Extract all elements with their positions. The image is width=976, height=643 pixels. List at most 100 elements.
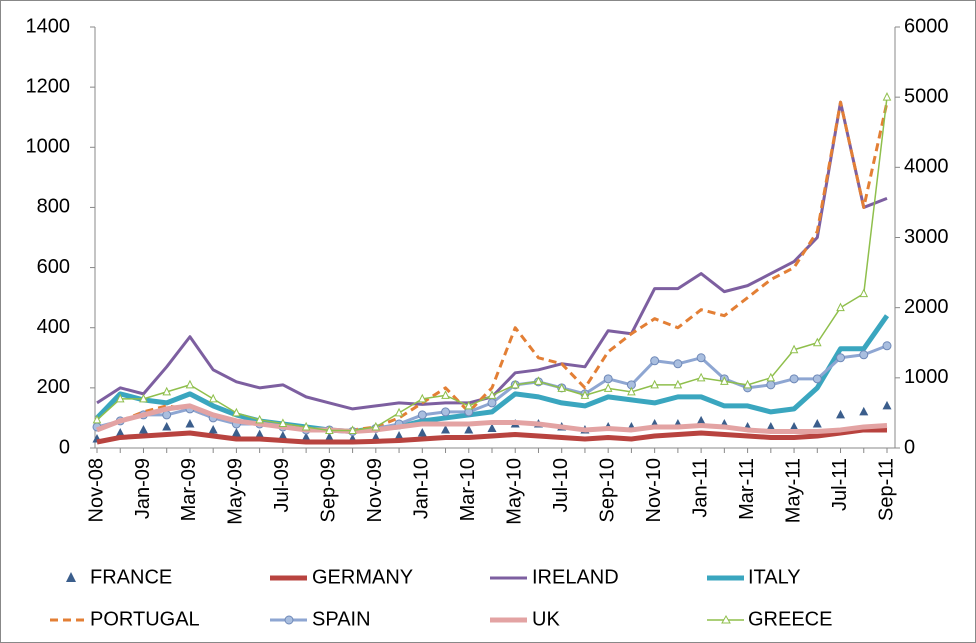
point bbox=[115, 427, 125, 437]
point bbox=[673, 359, 683, 369]
point bbox=[557, 383, 567, 392]
y2-tick-label: 0 bbox=[904, 436, 915, 458]
legend-label: PORTUGAL bbox=[90, 608, 200, 630]
y2-tick-label: 5000 bbox=[904, 85, 949, 107]
y2-tick-label: 3000 bbox=[904, 226, 949, 248]
point bbox=[394, 430, 404, 440]
point bbox=[464, 400, 474, 410]
legend-marker bbox=[284, 615, 294, 625]
point bbox=[441, 424, 451, 434]
legend-label: GREECE bbox=[748, 608, 832, 630]
legend-item: IRELAND bbox=[490, 566, 619, 588]
point bbox=[789, 344, 799, 354]
point bbox=[836, 302, 845, 312]
legend-label: GERMANY bbox=[312, 566, 413, 588]
point bbox=[696, 415, 706, 425]
point bbox=[836, 409, 846, 419]
x-tick-label: May-10 bbox=[504, 458, 526, 525]
legend-item: SPAIN bbox=[270, 608, 371, 630]
y-tick-label: 1000 bbox=[26, 136, 71, 158]
point bbox=[882, 341, 892, 351]
legend-marker bbox=[66, 572, 76, 582]
point bbox=[812, 374, 822, 384]
point bbox=[208, 393, 218, 403]
x-tick-label: Nov-09 bbox=[364, 458, 386, 522]
point bbox=[673, 379, 683, 389]
point bbox=[696, 372, 706, 382]
legend-label: ITALY bbox=[748, 566, 801, 588]
point bbox=[115, 393, 125, 403]
series bbox=[92, 92, 892, 434]
legend-marker bbox=[721, 614, 731, 624]
point bbox=[627, 386, 636, 396]
legend-item: GREECE bbox=[707, 608, 832, 630]
point bbox=[417, 410, 427, 420]
point bbox=[139, 393, 148, 403]
point bbox=[232, 407, 241, 417]
point bbox=[766, 372, 776, 382]
point bbox=[580, 390, 590, 399]
y-tick-label: 200 bbox=[37, 376, 70, 398]
x-tick-label: Sep-09 bbox=[318, 458, 340, 523]
point bbox=[766, 380, 776, 390]
x-tick-label: Mar-11 bbox=[736, 458, 758, 520]
legend-item: PORTUGAL bbox=[50, 608, 200, 630]
series-line bbox=[96, 427, 887, 445]
point bbox=[650, 379, 659, 389]
x-tick-label: Mar-10 bbox=[457, 458, 479, 521]
x-tick-label: May-09 bbox=[225, 458, 247, 525]
y2-tick-label: 4000 bbox=[904, 156, 949, 178]
point bbox=[534, 376, 543, 385]
point bbox=[743, 379, 752, 389]
point bbox=[766, 421, 776, 431]
x-tick-label: Nov-10 bbox=[643, 458, 665, 522]
point bbox=[394, 407, 404, 417]
point bbox=[789, 374, 799, 384]
x-tick-label: Jan-09 bbox=[132, 458, 154, 519]
series bbox=[96, 427, 887, 445]
point bbox=[278, 430, 288, 440]
point bbox=[417, 393, 427, 403]
series-line bbox=[95, 314, 890, 434]
point bbox=[208, 424, 218, 434]
point bbox=[882, 400, 892, 410]
y-tick-label: 400 bbox=[37, 316, 70, 338]
point bbox=[162, 421, 172, 431]
point bbox=[836, 353, 846, 363]
point bbox=[603, 383, 613, 392]
x-tick-label: Jan-10 bbox=[411, 458, 433, 519]
point bbox=[231, 427, 241, 437]
point bbox=[720, 376, 729, 385]
point bbox=[325, 425, 334, 434]
point bbox=[812, 337, 822, 347]
legend-item: ITALY bbox=[707, 566, 801, 588]
y-tick-label: 800 bbox=[37, 196, 70, 218]
x-tick-label: Jul-11 bbox=[829, 458, 851, 511]
point bbox=[487, 398, 497, 408]
y2-tick-label: 6000 bbox=[904, 15, 949, 37]
point bbox=[441, 390, 450, 399]
legend-label: IRELAND bbox=[532, 566, 619, 588]
legend-item: UK bbox=[490, 608, 560, 630]
point bbox=[650, 356, 660, 366]
point bbox=[255, 429, 265, 438]
point bbox=[696, 353, 706, 363]
point bbox=[185, 418, 195, 428]
x-tick-label: Jan-11 bbox=[689, 458, 711, 518]
point bbox=[859, 406, 869, 416]
x-tick-label: Sep-10 bbox=[596, 458, 618, 523]
point bbox=[92, 414, 102, 424]
legend-label: FRANCE bbox=[90, 566, 172, 588]
x-tick-label: Jul-09 bbox=[271, 458, 293, 512]
point bbox=[487, 423, 497, 432]
x-tick-label: Nov-08 bbox=[85, 458, 107, 522]
point bbox=[603, 374, 613, 384]
legend-item: GERMANY bbox=[270, 566, 413, 588]
point bbox=[301, 432, 311, 441]
legend-label: SPAIN bbox=[312, 608, 371, 630]
x-tick-label: Jul-10 bbox=[550, 458, 572, 512]
point bbox=[789, 421, 799, 431]
point bbox=[162, 386, 172, 396]
